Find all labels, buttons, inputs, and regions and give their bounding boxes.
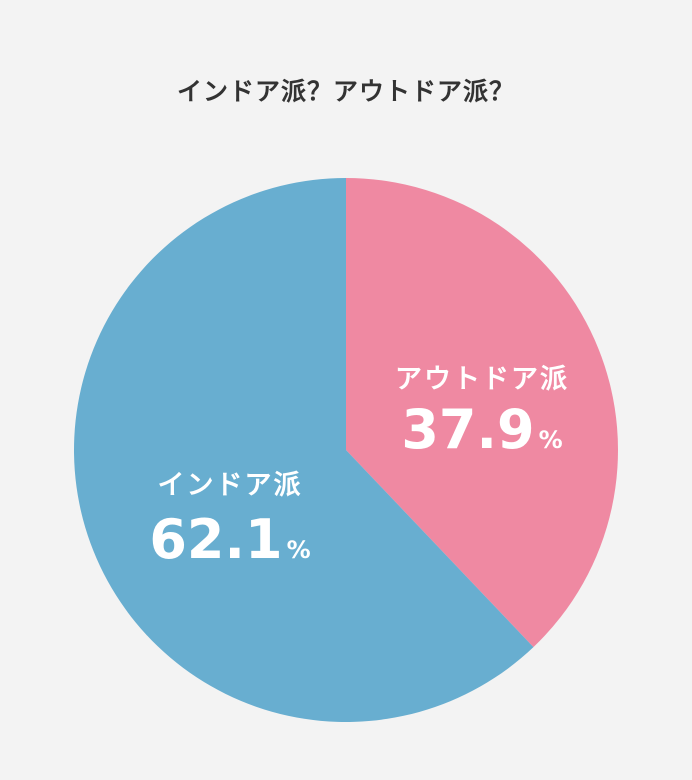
slice-value-label: 62.1% <box>149 508 310 571</box>
pie-slice-indoor <box>73 178 534 723</box>
pie-slice-outdoor <box>346 178 618 648</box>
slice-name-label: インドア派 <box>158 470 303 501</box>
chart-title: インドア派？アウトドア派？ <box>176 77 515 106</box>
slice-name-label: アウトドア派 <box>395 364 569 395</box>
slice-value-label: 37.9% <box>401 398 562 461</box>
pie-slices <box>73 178 618 723</box>
